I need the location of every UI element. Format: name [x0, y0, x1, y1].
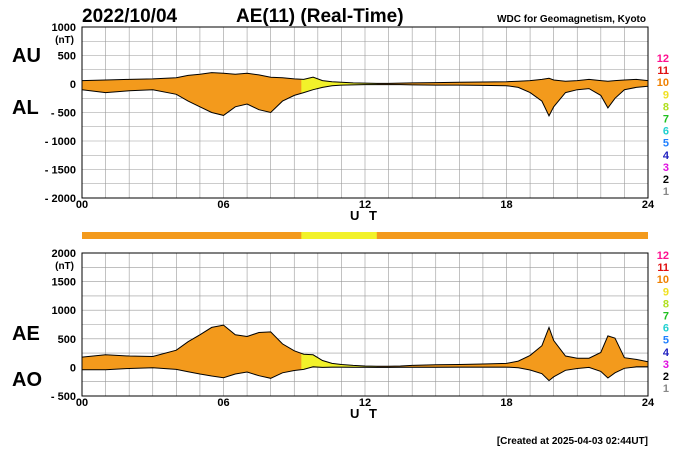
station-count-label: 9 [663, 286, 669, 298]
station-count-label: 7 [663, 114, 669, 126]
station-count-label: 3 [663, 359, 669, 371]
station-count-label: 2 [663, 174, 669, 186]
station-count-label: 3 [663, 162, 669, 174]
station-count-label: 6 [663, 126, 669, 138]
station-count-label: 11 [657, 65, 669, 77]
y-tick-label: 0 [70, 79, 76, 91]
chart-title: AE(11) (Real-Time) [236, 6, 404, 27]
series-line-ae [81, 324, 649, 367]
y-tick-label: 500 [58, 51, 76, 63]
y-tick-label: 500 [58, 334, 76, 346]
series-label-ae: AE [12, 323, 40, 345]
series-line-au [81, 72, 649, 84]
station-count-label: 10 [657, 274, 669, 286]
station-count-label: 1 [663, 186, 669, 198]
plot-frame [81, 26, 649, 199]
station-count-label: 4 [663, 150, 670, 162]
y-tick-label: - 500 [51, 391, 76, 403]
x-tick-label: 06 [217, 397, 229, 409]
x-axis-label: U T [350, 208, 380, 223]
y-unit-label: (nT) [55, 261, 74, 272]
x-tick-label: 12 [359, 397, 371, 409]
series-label-au: AU [12, 45, 41, 67]
y-tick-label: - 2000 [45, 193, 76, 205]
chart-source: WDC for Geomagnetism, Kyoto [497, 14, 646, 25]
series-line-al [81, 84, 649, 118]
station-count-label: 8 [663, 101, 669, 113]
plot-frame [81, 252, 649, 397]
x-axis-label: U T [350, 406, 380, 421]
y-tick-label: 1000 [52, 305, 76, 317]
station-count-label: 2 [663, 371, 669, 383]
y-tick-label: - 1000 [45, 136, 76, 148]
station-count-label: 12 [657, 250, 669, 262]
station-count-label: 1 [663, 383, 669, 395]
coverage-bar-low-station [301, 232, 377, 239]
envelope-fill [82, 72, 648, 116]
series-line-ao [82, 366, 648, 382]
envelope-fill-low-station [301, 353, 377, 370]
station-count-label: 8 [663, 298, 669, 310]
station-count-label: 6 [663, 323, 669, 335]
x-tick-label: 00 [76, 199, 88, 211]
envelope-fill-low-station [301, 77, 377, 94]
y-tick-label: - 1500 [45, 165, 76, 177]
x-tick-label: 24 [642, 397, 655, 409]
series-label-ao: AO [12, 369, 42, 391]
y-tick-label: 2000 [52, 248, 76, 260]
station-count-label: 12 [657, 53, 669, 65]
x-tick-label: 24 [642, 199, 655, 211]
y-tick-label: 0 [70, 362, 76, 374]
y-tick-label: - 500 [51, 108, 76, 120]
station-count-label: 5 [663, 138, 669, 150]
footer-created: [Created at 2025-04-03 02:44UT] [497, 436, 648, 447]
station-count-label: 4 [663, 347, 670, 359]
series-label-al: AL [12, 97, 39, 119]
x-tick-label: 18 [500, 397, 512, 409]
station-count-label: 9 [663, 89, 669, 101]
y-unit-label: (nT) [55, 35, 74, 46]
y-tick-label: 1000 [52, 22, 76, 34]
x-tick-label: 18 [500, 199, 512, 211]
station-count-label: 11 [657, 262, 669, 274]
y-tick-label: 1500 [52, 277, 76, 289]
x-tick-label: 00 [76, 397, 88, 409]
station-count-label: 7 [663, 311, 669, 323]
station-count-label: 5 [663, 335, 669, 347]
station-count-label: 10 [657, 77, 669, 89]
x-tick-label: 06 [217, 199, 229, 211]
chart-date: 2022/10/04 [82, 6, 178, 27]
x-tick-label: 12 [359, 199, 371, 211]
